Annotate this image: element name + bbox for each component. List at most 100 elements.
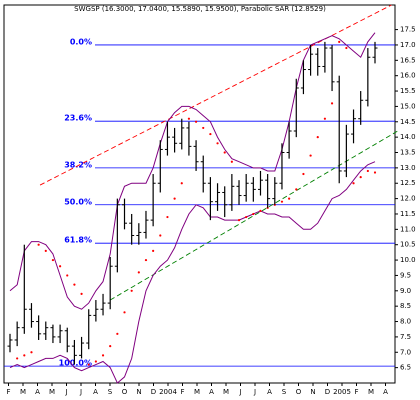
y-tick-label: 16.0 bbox=[400, 72, 416, 80]
sar-dot bbox=[66, 274, 69, 277]
sar-dot bbox=[295, 188, 298, 191]
sar-dot bbox=[316, 136, 319, 139]
y-tick-label: 12.5 bbox=[400, 179, 416, 187]
x-tick-label: O bbox=[122, 388, 128, 396]
x-tick-label: F bbox=[180, 388, 184, 396]
sar-dot bbox=[123, 311, 126, 314]
y-tick-label: 17.0 bbox=[400, 41, 416, 49]
y-tick-label: 10.0 bbox=[400, 256, 416, 264]
trendline bbox=[39, 4, 392, 186]
plot-frame bbox=[3, 4, 396, 384]
x-tick-label: J bbox=[79, 388, 82, 396]
sar-dot bbox=[87, 363, 90, 366]
y-tick-label: 11.0 bbox=[400, 225, 416, 233]
x-tick-label: S bbox=[108, 388, 113, 396]
y-tick-label: 14.0 bbox=[400, 133, 416, 141]
sar-dot bbox=[73, 283, 76, 286]
sar-dot bbox=[80, 292, 83, 295]
x-tick-label: M bbox=[194, 388, 200, 396]
sar-dot bbox=[109, 345, 112, 348]
sar-dot bbox=[259, 209, 262, 213]
y-tick-label: 16.5 bbox=[400, 56, 416, 64]
bollinger-band bbox=[9, 32, 376, 310]
sar-dot bbox=[173, 197, 176, 200]
sar-dot bbox=[116, 332, 119, 335]
chart-title: SWGSP (16.3000, 17.0400, 15.5890, 15.950… bbox=[74, 5, 326, 13]
sar-dot bbox=[23, 354, 26, 357]
sar-dot bbox=[130, 289, 133, 292]
fib-label: 61.8% bbox=[64, 236, 92, 245]
sar-dot bbox=[159, 234, 162, 237]
sar-dot bbox=[152, 249, 155, 252]
bollinger-band bbox=[9, 161, 376, 384]
sar-dot bbox=[309, 154, 312, 157]
y-tick-label: 6.5 bbox=[400, 364, 411, 372]
fib-label: 100.0% bbox=[59, 359, 92, 368]
sar-dot bbox=[373, 171, 377, 174]
x-tick-label: A bbox=[35, 388, 40, 396]
sar-dot bbox=[209, 132, 212, 136]
sar-dot bbox=[101, 354, 105, 357]
fib-label: 50.0% bbox=[64, 197, 92, 206]
x-tick-label: A bbox=[267, 388, 272, 396]
y-tick-label: 8.0 bbox=[400, 318, 411, 326]
y-tick-label: 10.5 bbox=[400, 241, 416, 249]
sar-dot bbox=[37, 243, 40, 246]
x-tick-label: J bbox=[238, 388, 241, 396]
sar-dot bbox=[237, 219, 241, 222]
x-tick-label: A bbox=[383, 388, 388, 396]
x-tick-label: M bbox=[368, 388, 374, 396]
y-tick-label: 11.5 bbox=[400, 210, 416, 218]
sar-dot bbox=[252, 212, 255, 216]
y-tick-label: 9.5 bbox=[400, 271, 411, 279]
y-tick-label: 8.5 bbox=[400, 302, 411, 310]
y-tick-label: 17.5 bbox=[400, 26, 416, 34]
y-tick-label: 15.0 bbox=[400, 102, 416, 110]
sar-dot bbox=[302, 172, 305, 176]
sar-dot bbox=[366, 169, 369, 173]
sar-dot bbox=[144, 258, 148, 262]
sar-dot bbox=[180, 182, 183, 185]
x-tick-label: F bbox=[354, 388, 358, 396]
x-tick-label: M bbox=[223, 388, 229, 396]
y-tick-label: 7.5 bbox=[400, 333, 411, 341]
x-tick-label: F bbox=[6, 388, 10, 396]
fib-label: 0.0% bbox=[70, 37, 92, 46]
sar-dot bbox=[330, 102, 334, 105]
sar-dot bbox=[338, 40, 341, 43]
x-tick-label: M bbox=[49, 388, 55, 396]
x-tick-label: D bbox=[151, 388, 156, 396]
x-tick-label: S bbox=[282, 388, 287, 396]
sar-dot bbox=[30, 351, 33, 354]
sar-dot bbox=[194, 120, 198, 123]
y-tick-label: 12.0 bbox=[400, 195, 416, 203]
sar-dot bbox=[223, 151, 226, 154]
x-tick-label: J bbox=[64, 388, 67, 396]
y-tick-label: 13.5 bbox=[400, 149, 416, 157]
x-tick-label: N bbox=[136, 388, 141, 396]
sar-dot bbox=[345, 46, 348, 50]
sar-dot bbox=[323, 117, 327, 120]
sar-dot bbox=[230, 160, 233, 163]
sar-dot bbox=[51, 258, 55, 262]
sar-dot bbox=[58, 265, 62, 268]
x-tick-label: J bbox=[253, 388, 256, 396]
sar-dot bbox=[202, 126, 205, 130]
sar-dot bbox=[16, 357, 19, 360]
y-tick-label: 14.5 bbox=[400, 118, 416, 126]
x-tick-label: 2004 bbox=[159, 388, 177, 396]
sar-dot bbox=[137, 271, 140, 274]
sar-dot bbox=[280, 200, 284, 203]
fib-label: 23.6% bbox=[64, 114, 92, 123]
y-tick-label: 13.0 bbox=[400, 164, 416, 172]
x-tick-label: M bbox=[20, 388, 26, 396]
x-tick-label: 2005 bbox=[333, 388, 351, 396]
sar-dot bbox=[187, 117, 191, 120]
y-tick-label: 9.0 bbox=[400, 287, 411, 295]
sar-dot bbox=[359, 175, 362, 179]
fib-label: 38.2% bbox=[64, 160, 92, 169]
x-tick-label: A bbox=[93, 388, 98, 396]
x-tick-label: D bbox=[325, 388, 330, 396]
y-tick-label: 7.0 bbox=[400, 348, 411, 356]
